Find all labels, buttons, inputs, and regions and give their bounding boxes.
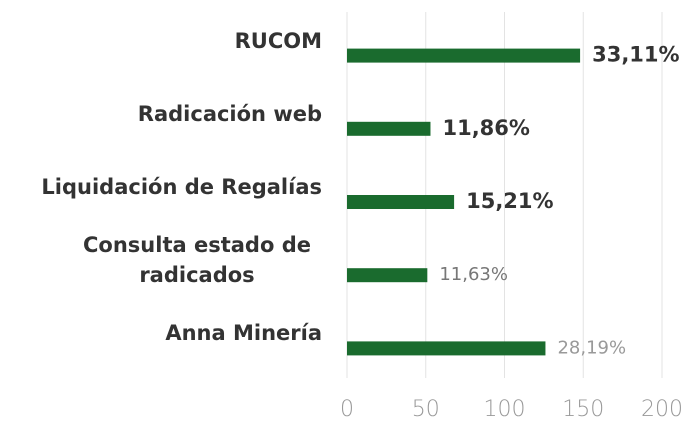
bar	[347, 268, 428, 283]
category-label: Liquidación de Regalías	[41, 175, 322, 199]
x-tick-label: 100	[484, 397, 526, 422]
x-tick-label: 50	[412, 397, 440, 422]
data-label: 33,11%	[592, 43, 679, 67]
data-label: 11,63%	[439, 264, 508, 285]
x-tick-label: 200	[641, 397, 683, 422]
x-tick-label: 0	[340, 397, 354, 422]
category-label: Consulta estado de radicados	[83, 233, 311, 288]
data-label: 15,21%	[466, 189, 553, 213]
bar	[347, 341, 546, 356]
x-tick-label: 150	[562, 397, 604, 422]
category-label: Radicación web	[137, 101, 322, 126]
bar	[347, 195, 455, 209]
data-label: 11,86%	[442, 116, 529, 140]
data-label: 28,19%	[557, 337, 626, 358]
category-label: RUCOM	[234, 28, 322, 53]
bar	[347, 48, 581, 63]
category-label: Anna Minería	[165, 321, 322, 346]
bar	[347, 121, 431, 136]
